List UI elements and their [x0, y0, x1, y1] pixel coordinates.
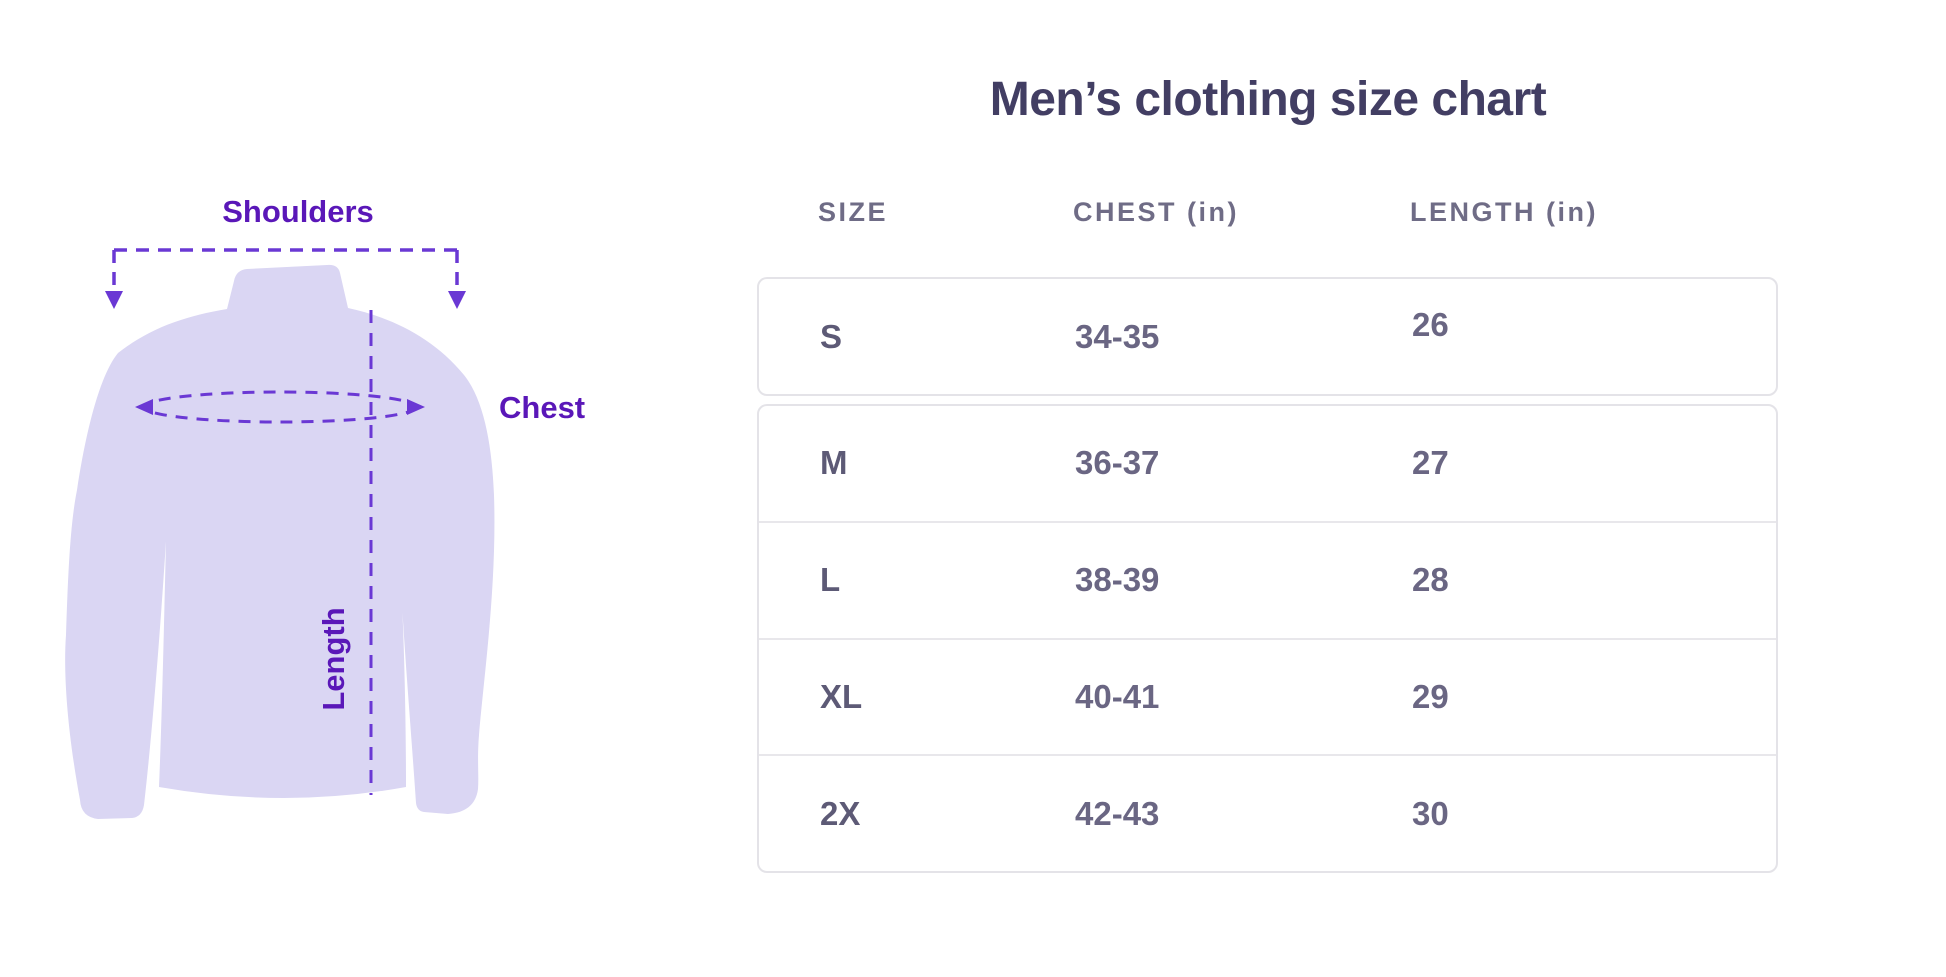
- column-header-size: SIZE: [818, 197, 889, 227]
- size-table-card-top: S 34-35 26: [757, 277, 1778, 396]
- length-cell: 28: [1412, 561, 1449, 599]
- size-cell: M: [820, 444, 848, 482]
- table-row: S 34-35 26: [759, 279, 1776, 394]
- size-cell: 2X: [820, 794, 861, 832]
- table-row: L 38-39 28: [759, 520, 1776, 638]
- column-header-length: LENGTH (in): [1410, 197, 1598, 227]
- length-cell: 29: [1412, 677, 1449, 715]
- chest-cell: 38-39: [1075, 561, 1160, 599]
- size-cell: L: [820, 561, 841, 599]
- size-cell: S: [820, 317, 843, 355]
- table-row: 2X 42-43 30: [759, 754, 1776, 871]
- shirt-silhouette: [65, 264, 495, 819]
- table-row: XL 40-41 29: [759, 637, 1776, 755]
- arrow-left-icon: [135, 399, 153, 415]
- chest-cell: 40-41: [1075, 677, 1160, 715]
- shoulders-measure-line: [105, 248, 466, 309]
- length-cell: 27: [1412, 444, 1449, 482]
- arrow-down-icon: [105, 291, 123, 309]
- table-row: M 36-37 27: [759, 406, 1776, 521]
- length-label: Length: [316, 607, 351, 711]
- length-cell: 30: [1412, 794, 1449, 832]
- chest-cell: 34-35: [1075, 317, 1160, 355]
- shirt-measurement-diagram: Shoulders Chest Length: [50, 195, 690, 865]
- shirt-diagram-canvas: [65, 248, 495, 819]
- column-header-chest: CHEST (in): [1073, 197, 1239, 227]
- page-title: Men’s clothing size chart: [989, 73, 1547, 126]
- size-table-card-bottom: M 36-37 27 L 38-39 28 XL 40-41 29 2X 42-…: [757, 404, 1778, 873]
- arrow-down-icon: [448, 291, 466, 309]
- chest-cell: 36-37: [1075, 444, 1160, 482]
- chest-cell: 42-43: [1075, 794, 1160, 832]
- shoulders-label: Shoulders: [222, 194, 374, 229]
- chest-label: Chest: [499, 390, 586, 425]
- size-cell: XL: [820, 677, 863, 715]
- chest-measure-ellipse: [135, 390, 425, 424]
- arrow-right-icon: [407, 399, 425, 415]
- length-cell: 26: [1412, 305, 1449, 343]
